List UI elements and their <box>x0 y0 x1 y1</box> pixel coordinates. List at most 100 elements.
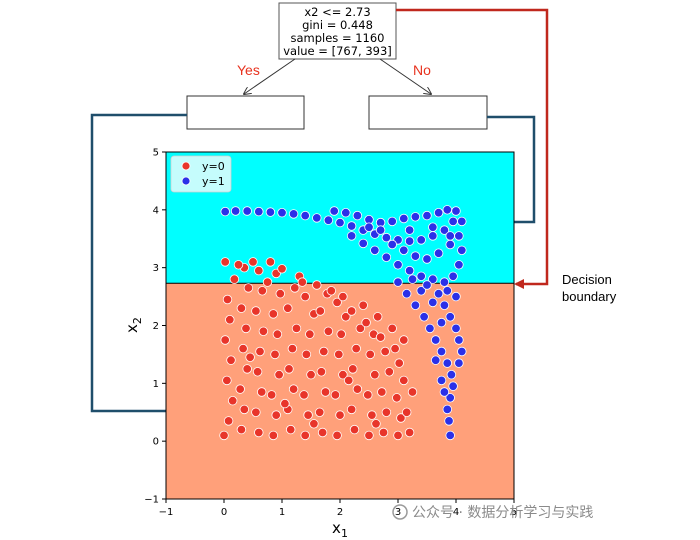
point-y1-37 <box>393 260 403 270</box>
decision-tree: x2 <= 2.73 gini = 0.448 samples = 1160 v… <box>186 2 488 130</box>
point-y0-74 <box>346 404 357 415</box>
point-y1-78 <box>451 291 461 302</box>
point-y0-1 <box>223 416 234 426</box>
point-y1-71 <box>457 346 467 357</box>
point-y1-77 <box>442 286 453 296</box>
point-y0-49 <box>300 430 310 441</box>
point-y1-0 <box>220 206 230 217</box>
point-y1-68 <box>445 312 455 322</box>
point-y0-27 <box>257 286 268 296</box>
point-y0-109 <box>297 277 308 287</box>
point-y0-17 <box>243 283 254 293</box>
point-y1-57 <box>431 335 441 345</box>
point-y1-16 <box>404 236 415 246</box>
point-y0-2 <box>227 396 238 406</box>
point-y1-8 <box>312 213 322 223</box>
point-y0-69 <box>334 349 344 360</box>
point-y1-17 <box>416 235 426 245</box>
point-y0-93 <box>393 430 403 441</box>
point-y0-7 <box>222 294 233 305</box>
point-y0-96 <box>399 375 409 386</box>
point-y0-45 <box>291 323 302 334</box>
point-y0-20 <box>254 427 264 438</box>
watermark-text: 公众号 · 数据分析学习与实践 <box>412 505 593 521</box>
point-y1-5 <box>277 207 287 218</box>
point-y0-23 <box>252 367 263 377</box>
point-y0-44 <box>287 343 298 354</box>
root-node <box>278 2 397 60</box>
point-y0-92 <box>375 332 386 342</box>
point-y1-29 <box>410 212 421 222</box>
x-tick-label: 4 <box>453 507 459 518</box>
point-y1-67 <box>439 300 450 311</box>
point-y0-95 <box>392 393 402 403</box>
point-y0-101 <box>407 387 418 397</box>
point-y1-40 <box>428 274 438 284</box>
point-y1-3 <box>254 206 264 217</box>
point-y1-6 <box>288 209 299 219</box>
edge-yes <box>244 58 296 94</box>
point-y1-18 <box>428 231 438 241</box>
point-y1-38 <box>404 265 415 276</box>
point-y0-105 <box>373 312 383 322</box>
point-y0-29 <box>265 257 276 267</box>
point-y1-21 <box>451 206 461 216</box>
point-y1-28 <box>399 213 409 224</box>
point-y1-50 <box>399 245 409 256</box>
point-y0-112 <box>280 398 290 409</box>
point-y0-89 <box>377 387 387 397</box>
point-y1-58 <box>436 346 447 357</box>
left-leaf-node <box>186 95 305 130</box>
point-y0-14 <box>238 343 248 354</box>
point-y1-54 <box>410 300 421 311</box>
point-y0-73 <box>349 424 360 435</box>
point-y0-31 <box>271 410 281 420</box>
point-y0-68 <box>338 370 348 380</box>
no-label: No <box>413 62 431 78</box>
point-y1-70 <box>454 335 464 345</box>
y-tick-label: 4 <box>153 205 159 216</box>
point-y0-37 <box>275 289 286 299</box>
point-y0-54 <box>305 329 315 339</box>
point-y1-1 <box>230 206 241 216</box>
point-y1-69 <box>451 323 461 334</box>
point-y1-51 <box>387 239 397 250</box>
point-y0-81 <box>367 410 377 420</box>
point-y1-64 <box>444 416 454 426</box>
x-tick-label: 5 <box>511 507 517 518</box>
point-y0-113 <box>344 375 354 386</box>
point-y0-104 <box>358 300 368 311</box>
legend: y=0 y=1 <box>170 155 232 193</box>
series-y0-points <box>219 257 418 441</box>
point-y1-60 <box>446 370 457 380</box>
point-y1-83 <box>364 222 374 232</box>
point-y0-99 <box>404 427 415 438</box>
point-y0-83 <box>370 370 380 380</box>
wechat-icon <box>392 504 408 520</box>
x-tick-label: 1 <box>279 507 285 518</box>
point-y0-43 <box>284 364 294 374</box>
point-y0-71 <box>341 312 351 322</box>
x-tick-label: 2 <box>337 507 343 518</box>
y-tick-label: 2 <box>153 321 159 332</box>
point-y0-94 <box>396 413 406 423</box>
point-y0-98 <box>390 343 400 354</box>
point-y0-12 <box>235 384 245 394</box>
point-y0-107 <box>399 335 409 345</box>
point-y1-81 <box>436 375 447 386</box>
point-y0-87 <box>378 427 389 438</box>
root-node-line-4: value = [767, 393] <box>283 44 392 58</box>
point-y0-19 <box>248 257 258 267</box>
point-y1-72 <box>454 358 464 368</box>
y-axis-ticks: −1 0 1 2 3 4 5 <box>144 148 166 506</box>
root-node-line-3: samples = 1160 <box>290 31 384 45</box>
point-y0-56 <box>300 291 310 302</box>
point-y1-84 <box>375 225 386 235</box>
point-y1-20 <box>448 216 458 227</box>
point-y0-57 <box>317 427 328 438</box>
x-tick-label: −1 <box>159 507 174 518</box>
right-leaf-node <box>368 95 488 130</box>
point-y1-39 <box>416 271 426 282</box>
point-y0-47 <box>290 283 300 293</box>
point-y0-16 <box>236 303 247 313</box>
